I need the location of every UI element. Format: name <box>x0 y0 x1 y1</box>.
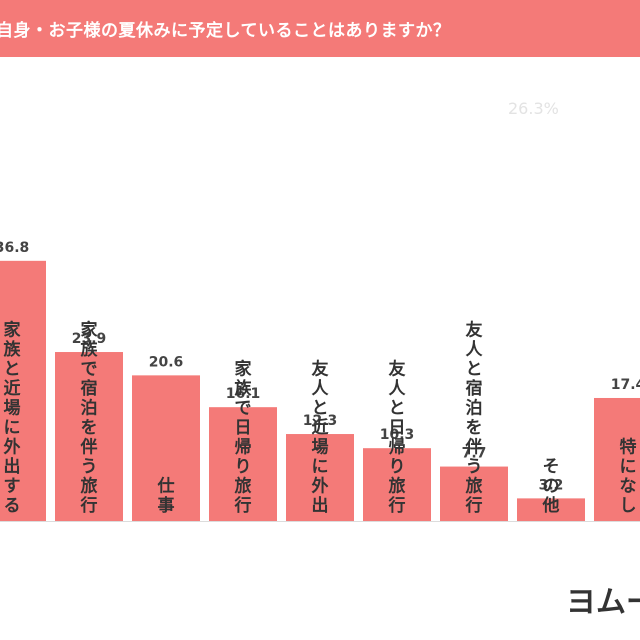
bar-category-label: 友人と近場に外出 <box>312 359 330 517</box>
ghost-value-label: 26.3% <box>508 99 559 118</box>
bar-category-label: 仕事 <box>157 476 175 517</box>
bar-value-label: 10.3 <box>380 427 415 443</box>
bar <box>55 352 123 521</box>
chart-header: 自身・お子様の夏休みに予定していることはありますか？ <box>0 0 640 57</box>
yomu-logo: ヨムー <box>566 577 640 621</box>
bar-value-label: 16.1 <box>226 386 261 402</box>
bar <box>132 375 200 521</box>
chart-title: 自身・お子様の夏休みに予定していることはありますか？ <box>0 21 451 41</box>
logo-text: ヨムー <box>566 585 640 620</box>
bar-category-label: 家族で宿泊を伴う旅行 <box>80 320 99 517</box>
bar <box>594 397 640 521</box>
bar-value-label: 20.6 <box>149 354 184 370</box>
bar-value-label: 7.7 <box>462 446 487 462</box>
bar-category-label: その他 <box>542 457 560 516</box>
bar-category-label: 家族と近場に外出する <box>4 320 22 517</box>
bar <box>209 407 277 521</box>
bar <box>440 466 508 521</box>
bar <box>363 448 431 521</box>
bar-category-label: 特になし <box>620 437 637 517</box>
bar-value-label: 3.2 <box>539 477 564 493</box>
bar-category-label: 友人と日帰り旅行 <box>388 359 407 517</box>
bar <box>517 498 585 521</box>
bar-category-label: 友人と宿泊を伴う旅行 <box>465 320 484 517</box>
bar <box>286 434 354 521</box>
bar <box>0 260 46 521</box>
bar-value-label: 12.3 <box>303 413 338 429</box>
bar-category-label: 家族で日帰り旅行 <box>234 359 253 517</box>
bar-value-label: 23.9 <box>72 331 107 347</box>
bar-value-label: 36.8 <box>0 240 29 256</box>
bar-value-label: 17.4 <box>611 377 640 393</box>
